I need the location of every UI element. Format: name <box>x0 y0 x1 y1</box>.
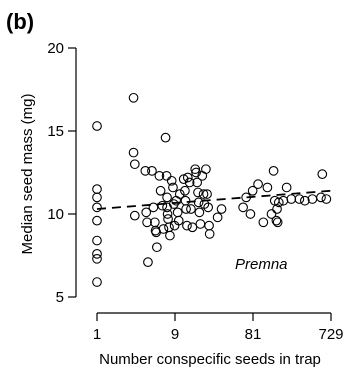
data-point <box>262 182 273 193</box>
data-point <box>92 184 102 194</box>
data-point <box>164 222 174 233</box>
data-point <box>165 230 175 241</box>
data-point <box>128 147 139 158</box>
x-ticks: 1 9 81 729 <box>93 313 344 343</box>
data-point <box>203 202 214 213</box>
data-point <box>317 169 328 180</box>
data-point <box>152 242 162 253</box>
data-point <box>316 192 326 203</box>
data-point <box>212 212 223 223</box>
data-point <box>143 257 153 267</box>
y-tick-label: 15 <box>47 123 64 140</box>
y-tick-label: 20 <box>47 40 64 57</box>
data-point <box>92 215 102 226</box>
data-point <box>163 214 173 224</box>
data-point <box>161 170 172 181</box>
data-point <box>186 204 196 214</box>
data-point <box>286 194 297 204</box>
data-point <box>204 229 215 239</box>
data-point <box>193 187 203 198</box>
data-point <box>191 167 201 178</box>
data-point <box>273 197 284 208</box>
data-point <box>247 185 258 196</box>
data-point <box>141 207 152 218</box>
data-point <box>140 165 151 176</box>
data-point <box>155 185 166 196</box>
data-point <box>162 192 172 203</box>
data-point <box>129 210 140 221</box>
y-tick-label: 10 <box>47 206 64 223</box>
data-point <box>193 197 204 208</box>
data-point <box>160 132 171 143</box>
data-point <box>272 204 282 214</box>
x-axis-label: Number conspecific seeds in trap <box>99 351 321 368</box>
data-point <box>92 277 102 287</box>
data-point <box>202 189 212 199</box>
data-point <box>166 175 177 186</box>
data-point <box>172 207 183 218</box>
trend-line <box>96 189 332 210</box>
data-point <box>272 217 283 228</box>
data-point <box>253 179 263 189</box>
y-axis-label: Median seed mass (mg) <box>19 94 36 255</box>
x-tick-label: 81 <box>245 326 262 343</box>
data-point <box>294 194 305 204</box>
data-point <box>195 219 206 229</box>
data-point <box>281 182 292 193</box>
data-point <box>142 217 152 228</box>
data-point <box>192 177 203 188</box>
data-point <box>268 165 279 176</box>
y-ticks: 5 10 15 20 <box>47 40 76 306</box>
x-tick-label: 729 <box>318 326 343 343</box>
data-point <box>92 121 102 131</box>
data-point <box>238 202 248 213</box>
data-point <box>299 195 310 206</box>
data-point <box>182 172 193 183</box>
data-point <box>162 209 173 219</box>
data-point <box>321 194 332 204</box>
data-point <box>178 174 189 184</box>
data-point <box>204 220 214 231</box>
data-point <box>168 182 178 193</box>
data-point <box>194 207 205 218</box>
data-point <box>258 217 269 228</box>
data-point <box>158 224 169 234</box>
data-point <box>187 222 198 233</box>
x-tick-label: 9 <box>171 326 179 343</box>
data-point <box>198 189 209 199</box>
data-point <box>92 235 102 246</box>
data-point <box>92 192 102 203</box>
data-point <box>174 189 185 199</box>
data-point <box>147 165 157 176</box>
data-point <box>92 248 102 259</box>
data-point <box>201 164 211 175</box>
data-point <box>245 209 256 219</box>
data-point <box>266 209 277 219</box>
data-point <box>154 170 165 181</box>
data-point <box>180 185 190 196</box>
data-point <box>148 202 159 213</box>
data-point <box>173 215 184 226</box>
data-point <box>271 215 282 226</box>
data-point <box>129 159 140 170</box>
data-point <box>216 204 227 214</box>
data-point <box>128 92 139 103</box>
y-tick-label: 5 <box>56 289 64 306</box>
data-point <box>92 253 102 264</box>
x-tick-label: 1 <box>93 326 101 343</box>
data-point <box>157 200 168 211</box>
data-point <box>168 199 179 209</box>
panel-label: (b) <box>6 9 34 34</box>
data-point <box>182 220 192 231</box>
data-point <box>181 204 191 214</box>
axes <box>75 48 331 314</box>
data-point <box>184 177 195 188</box>
species-annotation: Premna <box>235 256 288 273</box>
data-point <box>92 202 102 213</box>
data-point <box>180 195 191 206</box>
data-points <box>92 92 332 287</box>
